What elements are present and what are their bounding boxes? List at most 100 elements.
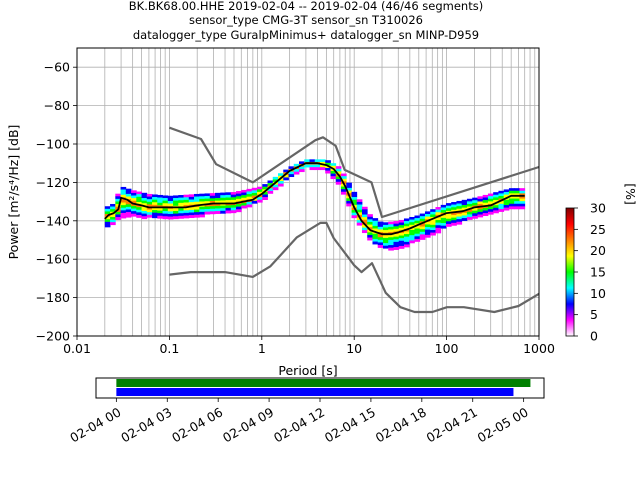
density-cell bbox=[272, 184, 279, 188]
density-cell bbox=[393, 241, 400, 245]
density-cell bbox=[146, 206, 153, 210]
timeline-tick-label: 02-04 03 bbox=[118, 404, 174, 445]
density-cell bbox=[367, 221, 373, 225]
density-cell bbox=[456, 219, 463, 223]
density-cell bbox=[335, 176, 342, 180]
density-cell bbox=[236, 204, 242, 207]
plot-frame bbox=[76, 47, 540, 337]
density-cell bbox=[414, 236, 421, 240]
density-cell bbox=[173, 203, 179, 207]
density-cell bbox=[110, 203, 116, 207]
density-cell bbox=[225, 194, 232, 198]
colorbar: 0 5 10 15 20 25 30 [%] bbox=[565, 183, 638, 344]
density-cell bbox=[325, 162, 331, 166]
density-cell bbox=[141, 211, 148, 214]
density-cell bbox=[178, 202, 184, 206]
density-cell bbox=[503, 205, 510, 208]
density-cell bbox=[435, 230, 442, 234]
noise-model-line bbox=[169, 221, 540, 314]
density-cell bbox=[372, 220, 379, 224]
title-line-2: sensor_type CMG-3T sensor_sn T310026 bbox=[189, 13, 423, 27]
density-cell bbox=[246, 201, 253, 205]
density-cell bbox=[141, 203, 148, 207]
density-cell bbox=[508, 195, 515, 199]
density-cell bbox=[230, 207, 237, 211]
density-cell bbox=[262, 197, 268, 201]
y-tick-label: −140 bbox=[36, 213, 70, 228]
density-cell bbox=[466, 203, 473, 207]
density-cell bbox=[293, 171, 300, 175]
density-cell bbox=[472, 208, 478, 211]
density-cell bbox=[388, 242, 394, 246]
density-cell bbox=[414, 233, 421, 237]
density-cell bbox=[430, 230, 436, 233]
density-cell bbox=[498, 190, 505, 194]
density-cell bbox=[146, 199, 153, 203]
title-line-3: datalogger_type GuralpMinimus+ datalogge… bbox=[133, 28, 479, 42]
density-cell bbox=[220, 200, 226, 204]
series-lines bbox=[104, 126, 540, 314]
density-cell bbox=[220, 195, 226, 199]
density-cell bbox=[146, 201, 153, 205]
density-cell bbox=[414, 231, 421, 235]
density-cell bbox=[393, 228, 400, 232]
density-cell bbox=[356, 209, 363, 213]
density-cell bbox=[419, 223, 426, 227]
density-cell bbox=[435, 220, 442, 223]
density-cell bbox=[414, 215, 421, 219]
density-cell bbox=[409, 229, 415, 233]
density-cell bbox=[440, 204, 447, 208]
density-cell bbox=[204, 203, 211, 207]
density-cell bbox=[388, 245, 394, 248]
density-cell bbox=[508, 188, 515, 192]
density-cell bbox=[131, 200, 137, 204]
density-cell bbox=[215, 203, 221, 207]
density-cell bbox=[183, 212, 190, 216]
density-cell bbox=[487, 198, 494, 202]
density-cell bbox=[141, 213, 148, 217]
density-cell bbox=[309, 164, 316, 168]
density-cell bbox=[419, 231, 426, 235]
density-cell bbox=[451, 220, 457, 224]
density-cell bbox=[382, 230, 389, 233]
density-cell bbox=[367, 216, 373, 220]
density-cell bbox=[424, 234, 431, 238]
density-cell bbox=[514, 203, 520, 207]
x-tick-label: 10 bbox=[346, 341, 362, 356]
density-cell bbox=[319, 167, 326, 171]
colorbar-ticks: 0 5 10 15 20 25 30 bbox=[574, 201, 606, 344]
density-cell bbox=[141, 205, 148, 209]
density-cell bbox=[199, 214, 205, 218]
density-cell bbox=[403, 241, 410, 245]
density-cell bbox=[194, 214, 200, 218]
density-cell bbox=[466, 211, 473, 215]
density-cell bbox=[393, 234, 400, 237]
density-cell bbox=[335, 168, 342, 172]
density-cell bbox=[314, 167, 321, 171]
density-cell bbox=[445, 216, 452, 220]
density-cell bbox=[493, 207, 499, 211]
density-cell bbox=[472, 213, 478, 217]
density-cell bbox=[367, 232, 373, 236]
density-cell bbox=[388, 224, 394, 228]
density-cell bbox=[403, 223, 410, 227]
density-cell bbox=[283, 174, 289, 178]
density-cell bbox=[461, 215, 468, 219]
density-cell bbox=[451, 204, 457, 208]
density-cell bbox=[251, 190, 258, 194]
density-cell bbox=[236, 206, 242, 210]
density-cell bbox=[141, 198, 148, 201]
density-cell bbox=[435, 212, 442, 216]
density-cell bbox=[382, 235, 389, 239]
colorbar-tick-label: 25 bbox=[590, 222, 606, 237]
density-cell bbox=[435, 222, 442, 226]
density-cell bbox=[472, 200, 478, 204]
density-cell bbox=[409, 216, 415, 220]
density-cell bbox=[335, 179, 342, 183]
density-cell bbox=[503, 199, 510, 203]
density-cell bbox=[194, 201, 200, 205]
density-cell bbox=[220, 208, 226, 212]
density-cell bbox=[204, 198, 211, 202]
density-cell bbox=[377, 237, 384, 241]
density-cell bbox=[115, 214, 121, 218]
